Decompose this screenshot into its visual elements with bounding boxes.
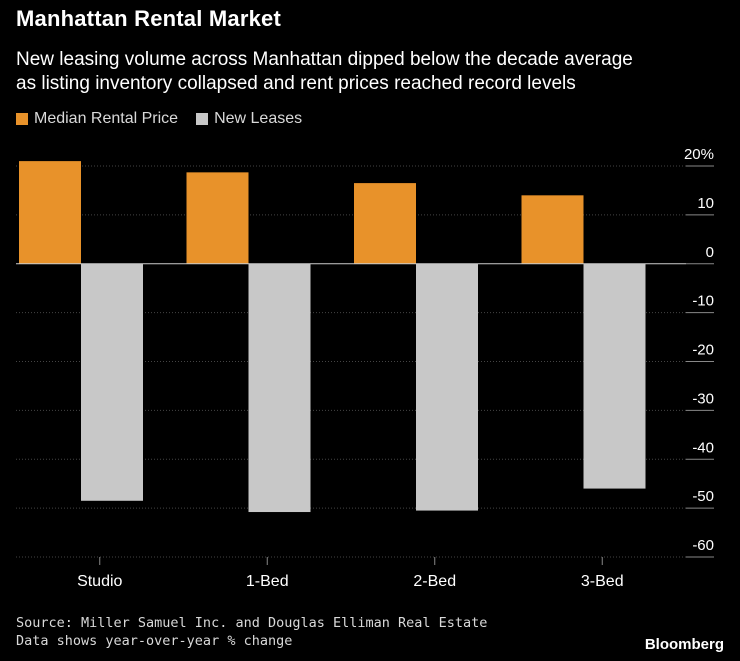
y-tick-label: -50 (692, 488, 714, 505)
subtitle-line-2: as listing inventory collapsed and rent … (16, 73, 576, 94)
y-tick-label: 10 (697, 195, 714, 212)
x-tick-label: 2-Bed (413, 573, 456, 590)
chart-subtitle: New leasing volume across Manhattan dipp… (16, 48, 726, 96)
bar-new-leases (583, 263, 646, 489)
y-tick-label: -20 (692, 342, 714, 359)
source-text: Source: Miller Samuel Inc. and Douglas E… (16, 615, 488, 631)
data-note-text: Data shows year-over-year % change (16, 633, 293, 649)
bar-median-rental-price (354, 183, 416, 264)
y-tick-label: -60 (692, 537, 714, 554)
y-tick-label: 20% (684, 146, 714, 163)
x-tick-label: 3-Bed (581, 573, 624, 590)
y-tick-label: 0 (706, 244, 714, 261)
y-tick-label: -10 (692, 293, 714, 310)
legend-label-median-rental-price: Median Rental Price (34, 110, 179, 127)
bar-median-rental-price (19, 161, 81, 264)
y-tick-label: -40 (692, 439, 714, 456)
bar-new-leases (416, 263, 478, 511)
bar-new-leases (248, 263, 311, 513)
bloomberg-logo: Bloomberg (644, 636, 724, 653)
legend-label-new-leases: New Leases (214, 110, 303, 127)
bar-median-rental-price (521, 195, 584, 264)
y-tick-label: -30 (692, 390, 714, 407)
chart-title: Manhattan Rental Market (16, 6, 281, 31)
legend: Median Rental Price New Leases (16, 110, 320, 128)
legend-swatch-new-leases (196, 113, 209, 125)
source-note: Source: Miller Samuel Inc. and Douglas E… (16, 614, 487, 650)
x-tick-label: Studio (77, 573, 122, 590)
subtitle-line-1: New leasing volume across Manhattan dipp… (16, 49, 633, 70)
x-tick-label: 1-Bed (246, 573, 289, 590)
legend-item-median-rental-price: Median Rental Price (16, 110, 178, 128)
legend-swatch-median-rental-price (16, 113, 28, 125)
legend-item-new-leases: New Leases (196, 110, 302, 128)
bar-median-rental-price (186, 172, 249, 264)
bar-new-leases (81, 263, 143, 501)
